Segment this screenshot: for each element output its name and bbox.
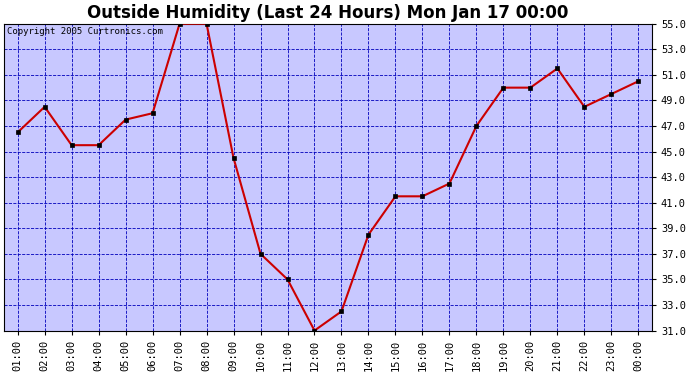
Title: Outside Humidity (Last 24 Hours) Mon Jan 17 00:00: Outside Humidity (Last 24 Hours) Mon Jan…: [88, 4, 569, 22]
Text: Copyright 2005 Curtronics.com: Copyright 2005 Curtronics.com: [8, 27, 164, 36]
